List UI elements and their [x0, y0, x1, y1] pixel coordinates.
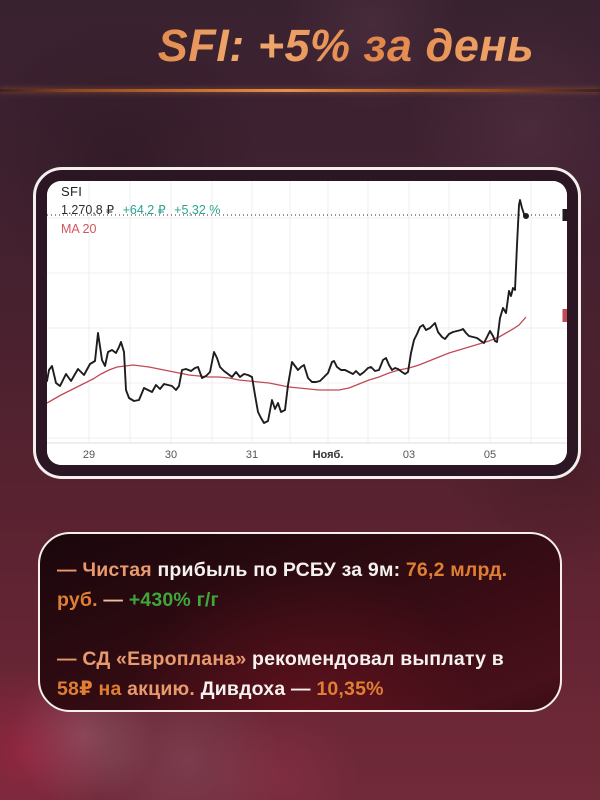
axis-value-marker [562, 309, 567, 322]
page-title: SFI: +5% за день [0, 20, 600, 72]
x-axis-label: Нояб. [313, 449, 344, 461]
price-row: 1.270,8 ₽ +64,2 ₽ +5,32 % [61, 204, 220, 217]
news-summary-card: — Чистая прибыль по РСБУ за 9м: 76,2 млр… [38, 532, 562, 712]
info-paragraph-dividend: — СД «Европлана» рекомендовал выплату в … [57, 644, 543, 704]
text-segment: — [97, 589, 129, 611]
text-segment: прибыль по РСБУ за 9м: [157, 559, 406, 581]
change-absolute: +64,2 ₽ [122, 203, 166, 217]
x-axis-label: 31 [246, 449, 258, 461]
x-axis-label: 03 [403, 449, 415, 461]
text-segment: 10,35% [316, 678, 384, 700]
info-paragraph-profit: — Чистая прибыль по РСБУ за 9м: 76,2 млр… [57, 555, 543, 615]
text-segment: 58₽ на [57, 678, 128, 700]
text-segment: — СД «Европлана» [57, 648, 253, 670]
stock-chart-card: 29 30 31 Нояб. 03 05 SFI 1.270,8 ₽ +64,2 ₽ +5… [36, 170, 578, 476]
title-divider [0, 89, 600, 92]
ma-series-line [47, 316, 527, 404]
text-segment: рекомендовал выплату в [252, 648, 504, 670]
x-axis-label: 30 [165, 449, 177, 461]
text-segment: — Чистая [57, 559, 158, 581]
x-axis-label: 29 [83, 449, 95, 461]
price-series-line [47, 199, 527, 424]
text-segment: +430% г/г [128, 589, 219, 611]
last-price-dot [523, 213, 529, 219]
text-segment: Дивдоха — [194, 678, 317, 700]
x-axis-label: 05 [484, 449, 496, 461]
text-segment: 76,2 млрд. руб. [57, 559, 508, 611]
axis-value-marker [562, 209, 567, 221]
ticker-symbol: SFI [61, 184, 83, 199]
text-segment: акцию. [127, 678, 195, 700]
chart-plot-area: 29 30 31 Нояб. 03 05 SFI 1.270,8 ₽ +64,2 ₽ +5… [47, 181, 567, 465]
ma-legend-label: MA 20 [61, 221, 97, 236]
change-percent: +5,32 % [174, 203, 221, 217]
current-price: 1.270,8 ₽ [61, 203, 115, 217]
price-chart-svg: 29 30 31 Нояб. 03 05 [47, 181, 567, 461]
chart-header: SFI 1.270,8 ₽ +64,2 ₽ +5,32 % MA 20 [61, 185, 220, 235]
